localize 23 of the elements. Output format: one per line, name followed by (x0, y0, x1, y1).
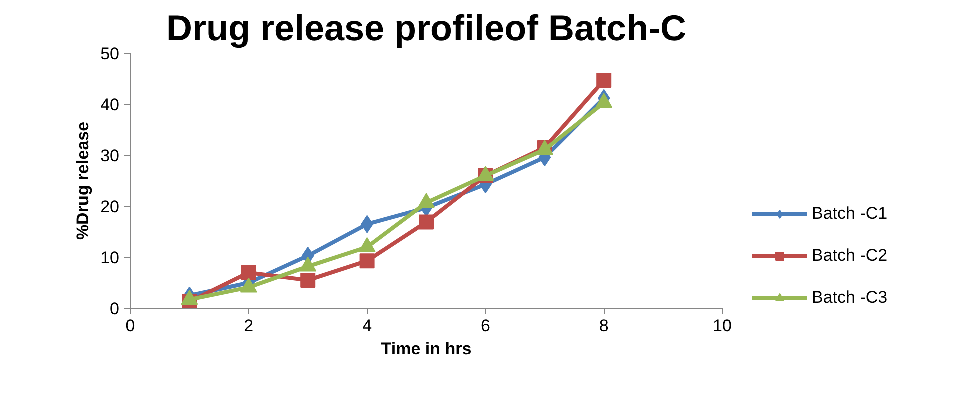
y-tick-label: 40 (100, 96, 120, 114)
point (419, 214, 434, 230)
y-tick-label: 30 (100, 146, 120, 166)
point (300, 272, 316, 288)
y-tick-label: 10 (100, 248, 120, 268)
chart-title: Drug release profileof Batch-C (166, 8, 687, 48)
legend-label: Batch -C2 (812, 246, 889, 266)
x-tick-label: 0 (126, 316, 136, 336)
point (241, 265, 256, 280)
x-tick-label: 10 (713, 316, 732, 336)
y-axis-title: %Drug release (74, 122, 93, 240)
y-tick-label: 0 (110, 300, 120, 318)
x-tick-label: 4 (362, 316, 372, 336)
point (360, 254, 375, 269)
legend-label: Batch -C1 (812, 204, 889, 224)
x-tick-label: 8 (599, 316, 609, 336)
y-tick-label: 20 (100, 198, 120, 216)
x-axis-title: Time in hrs (381, 340, 472, 358)
legend-label: Batch -C3 (812, 288, 889, 308)
x-tick-label: 2 (244, 316, 254, 336)
y-tick-label: 50 (100, 44, 120, 64)
x-tick-label: 6 (480, 316, 490, 336)
point (596, 73, 612, 88)
